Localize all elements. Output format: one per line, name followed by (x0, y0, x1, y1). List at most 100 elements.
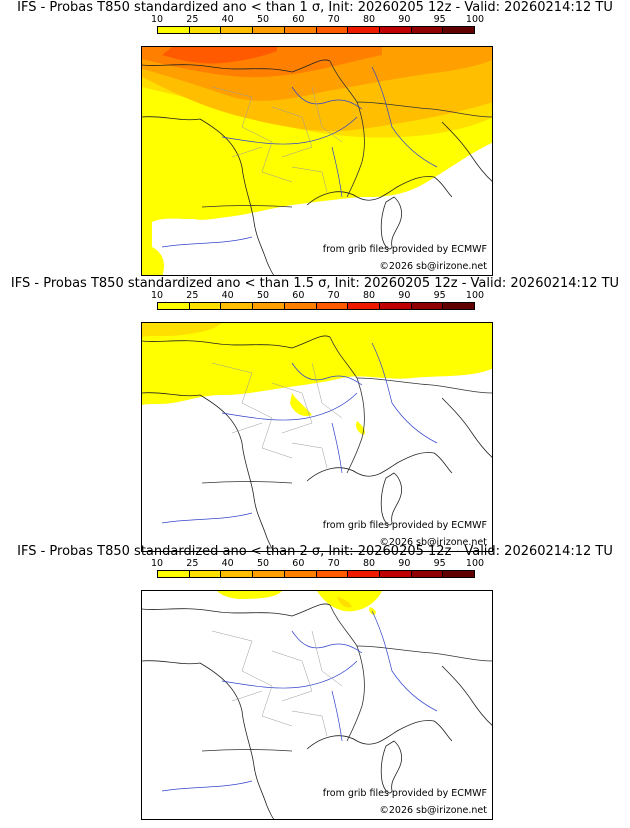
colorbar-swatch (284, 27, 317, 33)
colorbar-tick-label: 90 (398, 558, 411, 569)
river-rhone (331, 690, 343, 742)
colorbar-tick-label: 100 (465, 14, 485, 25)
colorbar-swatch (221, 303, 254, 309)
colorbar-tick-label: 60 (292, 14, 305, 25)
colorbar-swatch (189, 303, 222, 309)
border-alps (356, 645, 492, 662)
colorbar-swatch (221, 27, 254, 33)
colorbar-tick-label: 40 (221, 14, 234, 25)
coastline-corsica (380, 740, 402, 794)
river-loire (221, 116, 358, 145)
border-alps (356, 101, 492, 118)
colorbar-tick-label: 50 (256, 290, 270, 301)
colorbar-tick-label: 40 (221, 558, 234, 569)
colorbar-labels: 10 25 40 50 60 70 80 90 95 100 (151, 290, 484, 302)
river-loire (221, 660, 358, 689)
map-panel-2: IFS - Probas T850 standardized ano < tha… (0, 276, 630, 552)
prob-area-25 (337, 596, 352, 608)
colorbar-tick-label: 80 (362, 290, 376, 301)
colorbar-tick-label: 50 (256, 558, 270, 569)
colorbar (157, 302, 475, 310)
colorbar-swatch (348, 571, 380, 577)
colorbar-tick-label: 95 (433, 14, 446, 25)
panel-title: IFS - Probas T850 standardized ano < tha… (17, 544, 613, 559)
copyright-credit: ©2026 sb@irizone.net (379, 537, 487, 548)
panel-title: IFS - Probas T850 standardized ano < tha… (17, 0, 613, 15)
colorbar-swatch (348, 27, 380, 33)
colorbar-tick-label: 70 (327, 558, 340, 569)
coastline-italy (441, 665, 492, 726)
colorbar-swatch (158, 571, 190, 577)
map-canvas (142, 47, 492, 275)
river-rhone (331, 146, 343, 198)
colorbar-tick-label: 10 (150, 290, 164, 301)
colorbar-swatch (189, 27, 222, 33)
panel-title: IFS - Probas T850 standardized ano < tha… (10, 276, 620, 291)
colorbar-labels: 10 25 40 50 60 70 80 90 95 100 (151, 558, 484, 570)
colorbar-tick-label: 95 (433, 558, 446, 569)
probability-map: from grib files provided by ECMWF ©2026 … (141, 590, 493, 820)
colorbar-tick-label: 25 (186, 14, 199, 25)
colorbar-tick-label: 10 (150, 14, 164, 25)
colorbar-swatch (348, 303, 380, 309)
prob-area-10-patch (369, 607, 376, 615)
colorbar-swatch (253, 303, 285, 309)
colorbar-swatch (284, 571, 317, 577)
map-canvas (142, 591, 492, 819)
prob-area-70 (162, 47, 277, 64)
colorbar-tick-label: 60 (292, 558, 305, 569)
border-pyrenees (201, 205, 293, 208)
prob-area-10-patch (290, 393, 312, 417)
colorbar-tick-label: 25 (186, 558, 199, 569)
source-credit: from grib files provided by ECMWF (322, 520, 487, 531)
copyright-credit: ©2026 sb@irizone.net (379, 805, 487, 816)
colorbar-swatch (411, 27, 444, 33)
colorbar-tick-label: 25 (186, 290, 199, 301)
river-rhine (371, 66, 438, 168)
prob-area-10 (317, 591, 382, 612)
coastline-atlantic (142, 392, 275, 551)
national-border (329, 336, 365, 474)
coastline-italy (441, 397, 492, 458)
colorbar-tick-label: 70 (327, 14, 340, 25)
colorbar-labels: 10 25 40 50 60 70 80 90 95 100 (151, 14, 484, 26)
source-credit: from grib files provided by ECMWF (322, 244, 487, 255)
source-credit: from grib files provided by ECMWF (322, 788, 487, 799)
river-ebro (161, 236, 253, 248)
river-seine (291, 86, 363, 110)
colorbar-swatch (443, 571, 475, 577)
colorbar-swatch (221, 571, 254, 577)
colorbar-swatch (189, 571, 222, 577)
department-borders (211, 630, 343, 737)
coastline-channel (142, 59, 331, 73)
map-panel-3: IFS - Probas T850 standardized ano < tha… (0, 544, 630, 820)
colorbar-tick-label: 100 (465, 290, 485, 301)
colorbar-tick-label: 90 (398, 14, 411, 25)
colorbar-swatch (158, 303, 190, 309)
river-rhine (371, 610, 438, 712)
prob-area-10 (217, 591, 282, 599)
colorbar (157, 26, 475, 34)
colorbar-tick-label: 60 (292, 290, 305, 301)
coastline-mediterranean (306, 720, 453, 750)
colorbar-tick-label: 70 (327, 290, 340, 301)
colorbar-swatch (379, 571, 412, 577)
colorbar-swatch (411, 571, 444, 577)
colorbar-tick-label: 50 (256, 14, 270, 25)
colorbar-swatch (379, 27, 412, 33)
coastline-mediterranean (306, 452, 453, 482)
border-alps (356, 377, 492, 394)
colorbar-tick-label: 95 (433, 290, 446, 301)
prob-area-25 (142, 323, 222, 337)
colorbar-tick-label: 80 (362, 558, 376, 569)
colorbar-swatch (316, 571, 349, 577)
border-pyrenees (201, 481, 293, 484)
coastline-channel (142, 335, 331, 349)
coastline-channel (142, 603, 331, 617)
colorbar-swatch (443, 303, 475, 309)
department-borders (211, 362, 343, 469)
river-loire (221, 392, 358, 421)
river-rhine (371, 342, 438, 444)
colorbar-tick-label: 80 (362, 14, 376, 25)
national-border (329, 604, 365, 742)
